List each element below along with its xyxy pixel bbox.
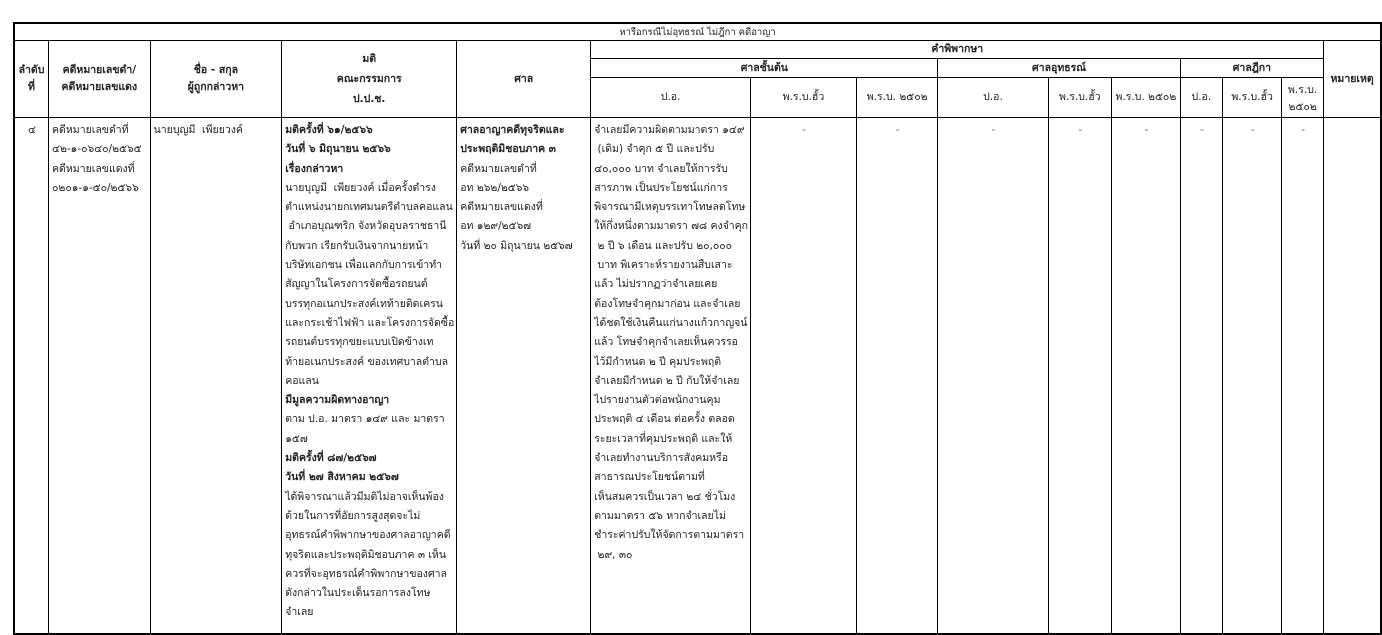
text-line: แล้ว โทษจำคุกจำเลยเห็นควรรอ [594, 336, 738, 349]
text-line: ท้ายอเนกประสงค์ ของเทศบาลตำบล [285, 355, 449, 368]
text-line: ตำแหน่งนายกเทศมนตรีตำบลคอแลน [285, 201, 453, 214]
text-line: คอแลน [285, 374, 319, 387]
text-line: บริษัทเอกชน เพื่อแลกกับการเข้าทำ [285, 259, 443, 272]
cell-dash: - [1281, 117, 1325, 635]
table-title: หารือกรณีไม่อุทธรณ์ ไม่ฎีกา คดีอาญา [13, 22, 1382, 41]
text-line: ศาลอาญาคดีทุจริตและ [460, 124, 565, 136]
header-sub: ป.อ. [937, 77, 1049, 118]
text-line: คดีหมายเลขดำที่ [460, 162, 537, 175]
text-line: ๒๙, ๓๐ [594, 548, 633, 561]
header-court: ศาล [456, 40, 592, 118]
text-line: ประพฤติ ๔ เดือน ต่อครั้ง ตลอด [594, 413, 735, 426]
text-line: แล้ว ไม่ปรากฏว่าจำเลยเคย [594, 278, 718, 291]
text-line: ระยะเวลาที่คุมประพฤติ และให้ [594, 432, 733, 445]
cell-dash: - [1222, 117, 1283, 635]
header-resolution: มติ คณะกรรมการ ป.ป.ช. [281, 40, 458, 118]
header-supreme-court: ศาลฎีกา [1179, 58, 1325, 78]
text-line: ๑๕๗ [285, 432, 308, 445]
text-line: กับพวก เรียกรับเงินจากนายหน้า [285, 239, 429, 252]
text-line: ควรที่จะอุทธรณ์คำพิพากษาของศาล [285, 567, 447, 580]
cell-dash: - [937, 117, 1049, 635]
text-line: ได้พิจารณาแล้วมีมติไม่อาจเห็นพ้อง [285, 490, 444, 503]
cell-dash: - [1047, 117, 1113, 635]
cell-court: ศาลอาญาคดีทุจริตและประพฤติมิชอบภาค ๓คดีห… [456, 117, 592, 635]
text-line: มติครั้งที่ ๘๗/๒๕๖๗ [285, 452, 377, 465]
text-line: ตามมาตรา ๕๖ หากจำเลยไม่ [594, 509, 726, 522]
text-line: อุทธรณ์คำพิพากษาของศาลอาญาคดี [285, 529, 451, 542]
text-line: ชำระค่าปรับให้จัดการตามมาตรา [594, 529, 745, 542]
text-line: อำเภอบุณฑริก จังหวัดอุบลราชธานี [285, 220, 447, 233]
header-remark: หมายเหตุ [1323, 40, 1382, 118]
text-line: ๔๐,๐๐๐ บาท จำเลยให้การรับ [594, 162, 728, 175]
header-sub: พ.ร.บ. ๒๕๐๒ [1111, 77, 1181, 118]
text-line: วันที่ ๒๐ มิถุนายน ๒๕๖๗ [460, 239, 573, 252]
header-sub: พ.ร.บ. ๒๕๐๒ [1281, 77, 1325, 118]
header-appeal-court: ศาลอุทธรณ์ [937, 58, 1181, 78]
text-line: ไปรายงานตัวต่อพนักงานคุม [594, 394, 721, 407]
text-line: (เดิม) จำคุก ๕ ปี และปรับ [594, 143, 715, 156]
text-line: ให้กึ่งหนึ่งตามมาตรา ๗๘ คงจำคุก [594, 220, 749, 233]
text-line: สัญญาในโครงการจัดซื้อรถยนต์ [285, 278, 428, 291]
cell-dash: - [1111, 117, 1181, 635]
cell-dash: - [750, 117, 857, 635]
text-line: ตาม ป.อ. มาตรา ๑๔๙ และ มาตรา [285, 413, 445, 426]
text-line: จำเลยมีกำหนด ๒ ปี กับให้จำเลย [594, 374, 740, 387]
text-line: จำเลยมีความผิดตามมาตรา ๑๔๙ [594, 124, 745, 136]
text-line: เห็นสมควรเป็นเวลา ๒๔ ชั่วโมง [594, 490, 736, 503]
cell-case-number: คดีหมายเลขดำที่ ๔๒-๑-๐๖๔๐/๒๕๖๕ คดีหมายเลขแ… [48, 117, 151, 635]
cell-dash: - [855, 117, 939, 635]
header-first-court: ศาลชั้นต้น [590, 58, 939, 78]
cell-resolution: มติครั้งที่ ๖๑/๒๕๖๖วันที่ ๖ มิถุนายน ๒๕๖… [281, 117, 458, 635]
text-line: ทุจริตและประพฤติมิชอบภาค ๓ เห็น [285, 548, 447, 561]
cell-accused-name: นายบุญมี เพียยวงค์ [149, 117, 283, 635]
text-line: อท ๑๒๙/๒๕๖๗ [460, 220, 532, 233]
header-sub: พ.ร.บ. ๒๕๐๒ [855, 77, 939, 118]
header-accused-name: ชื่อ - สกุล ผู้ถูกกล่าวหา [149, 40, 283, 118]
header-sub: พ.ร.บ.ฮั้ว [1222, 77, 1283, 118]
text-line: สาธารณประโยชน์ตามที่ [594, 471, 705, 484]
text-line: ด้วยในการที่อัยการสูงสุดจะไม่ [285, 509, 421, 522]
text-line: พิจารณามีเหตุบรรเทาโทษลดโทษ [594, 201, 746, 214]
cell-dash: - [1179, 117, 1224, 635]
table-row: ๔ คดีหมายเลขดำที่ ๔๒-๑-๐๖๔๐/๒๕๖๕ คดีหมายเล… [13, 117, 1382, 635]
cell-no: ๔ [13, 117, 50, 635]
header-sub: พ.ร.บ.ฮั้ว [1047, 77, 1113, 118]
text-line: มติครั้งที่ ๖๑/๒๕๖๖ [285, 124, 373, 136]
header-sub: ป.อ. [590, 77, 752, 118]
text-line: ไว้มีกำหนด ๒ ปี คุมประพฤติ [594, 355, 722, 368]
text-line: ๒ ปี ๖ เดือน และปรับ ๒๐,๐๐๐ [594, 239, 733, 252]
text-line: จำเลย [285, 606, 314, 619]
cell-first-court-po: จำเลยมีความผิดตามมาตรา ๑๔๙ (เดิม) จำคุก … [590, 117, 752, 635]
text-line: วันที่ ๒๗ สิงหาคม ๒๕๖๗ [285, 471, 399, 484]
text-line: ประพฤติมิชอบภาค ๓ [460, 143, 556, 156]
cell-remark [1323, 117, 1382, 635]
header-case-number: คดีหมายเลขดำ/คดีหมายเลขแดง [48, 40, 151, 118]
text-line: วันที่ ๖ มิถุนายน ๒๕๖๖ [285, 143, 391, 156]
text-line: บาท พิเคราะห์รายงานสืบเสาะ [594, 259, 733, 272]
text-line: ได้ชดใช้เงินคืนแก่นางแก้วกาญจน์ [594, 316, 748, 329]
header-sub: ป.อ. [1179, 77, 1224, 118]
case-table: หารือกรณีไม่อุทธรณ์ ไม่ฎีกา คดีอาญา ลำดั… [13, 22, 1382, 635]
text-line: นายบุญมี เพียยวงค์ เมื่อครั้งดำรง [285, 181, 436, 194]
text-line: ดังกล่าวในประเด็นรอการลงโทษ [285, 587, 431, 600]
header-sub: พ.ร.บ.ฮั้ว [750, 77, 857, 118]
text-line: บรรทุกอเนกประสงค์เทท้ายติดเครน [285, 297, 443, 310]
text-line: เรื่องกล่าวหา [285, 162, 344, 175]
text-line: อท ๒๖๒/๒๕๖๖ [460, 181, 530, 194]
header-no: ลำดับ ที่ [13, 40, 50, 118]
text-line: รถยนต์บรรทุกขยะแบบเปิดข้างเท [285, 336, 434, 349]
text-line: สารภาพ เป็นประโยชน์แก่การ [594, 181, 728, 194]
text-line: มีมูลความผิดทางอาญา [285, 394, 390, 407]
text-line: ต้องโทษจำคุกมาก่อน และจำเลย [594, 297, 741, 310]
text-line: และกระเช้าไฟฟ้า และโครงการจัดซื้อ [285, 316, 455, 329]
text-line: จำเลยทำงานบริการสังคมหรือ [594, 452, 729, 465]
text-line: คดีหมายเลขแดงที่ [460, 201, 543, 214]
header-judgment: คำพิพากษา [590, 40, 1325, 59]
